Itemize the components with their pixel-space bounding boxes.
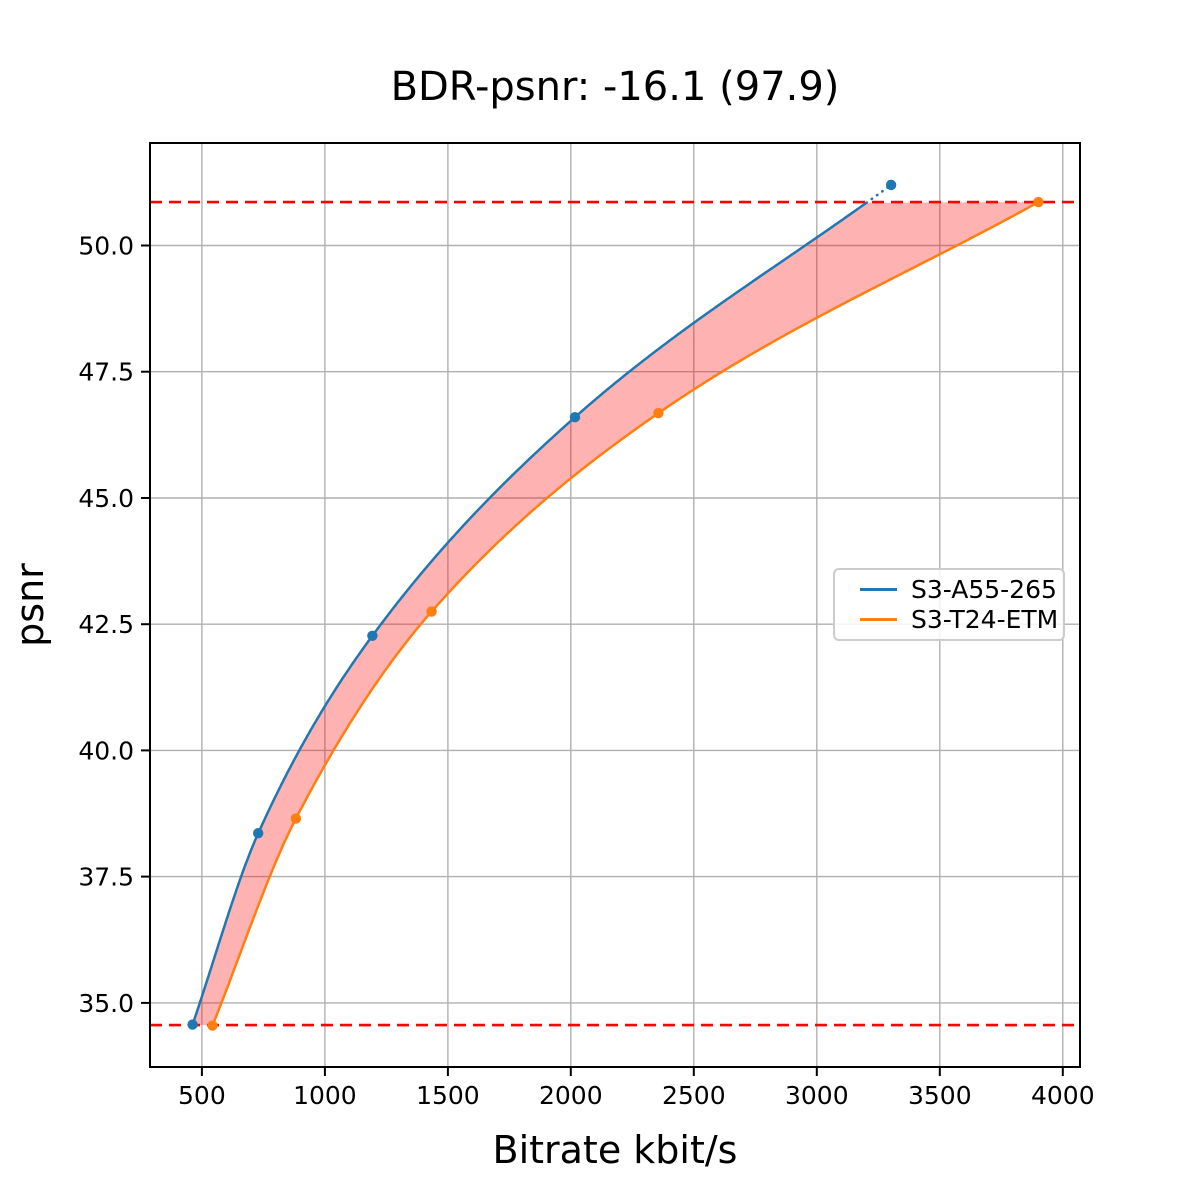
legend-line-swatch-orange — [860, 618, 897, 622]
x-tick-label: 1500 — [416, 1081, 480, 1110]
x-tick-label: 3000 — [785, 1081, 849, 1110]
legend-label: S3-T24-ETM — [911, 605, 1059, 635]
y-tick-label: 35.0 — [78, 989, 134, 1018]
y-tick-label: 45.0 — [78, 484, 134, 513]
data-point-s3-a55-265 — [367, 630, 378, 641]
data-point-s3-t24-etm — [1033, 196, 1044, 208]
data-point-s3-t24-etm — [653, 407, 664, 419]
x-tick-label: 1000 — [293, 1081, 357, 1110]
data-point-s3-t24-etm — [426, 606, 437, 617]
legend-entry: S3-A55-265 — [860, 577, 1063, 602]
data-point-s3-t24-etm — [207, 1020, 218, 1031]
x-tick-label: 500 — [178, 1081, 226, 1110]
data-point-s3-t24-etm — [290, 813, 302, 824]
data-point-s3-a55-265 — [253, 828, 264, 839]
y-tick-label: 50.0 — [78, 232, 134, 261]
chart-title: BDR-psnr: -16.1 (97.9) — [390, 64, 840, 110]
legend: S3-A55-265 S3-T24-ETM — [833, 568, 1065, 641]
y-axis-label: psnr — [8, 563, 52, 647]
y-tick-label: 47.5 — [78, 358, 134, 387]
x-tick-label: 4000 — [1031, 1081, 1095, 1110]
x-tick-label: 3500 — [908, 1081, 972, 1110]
legend-line-swatch-blue — [860, 587, 897, 591]
y-tick-label: 42.5 — [78, 610, 134, 639]
legend-entry: S3-T24-ETM — [860, 607, 1063, 632]
curve-s3-a55-265-dotted — [865, 183, 893, 205]
x-axis-label: Bitrate kbit/s — [492, 1128, 738, 1172]
data-point-s3-a55-265 — [569, 412, 581, 423]
y-tick-label: 37.5 — [78, 863, 134, 892]
curve-s3-a55-265-solid — [191, 201, 868, 1026]
legend-label: S3-A55-265 — [911, 574, 1057, 604]
x-tick-label: 2000 — [539, 1081, 603, 1110]
y-tick-label: 40.0 — [78, 736, 134, 765]
data-point-s3-a55-265 — [885, 179, 897, 191]
x-tick-label: 2500 — [662, 1081, 726, 1110]
data-point-s3-a55-265 — [187, 1019, 198, 1030]
